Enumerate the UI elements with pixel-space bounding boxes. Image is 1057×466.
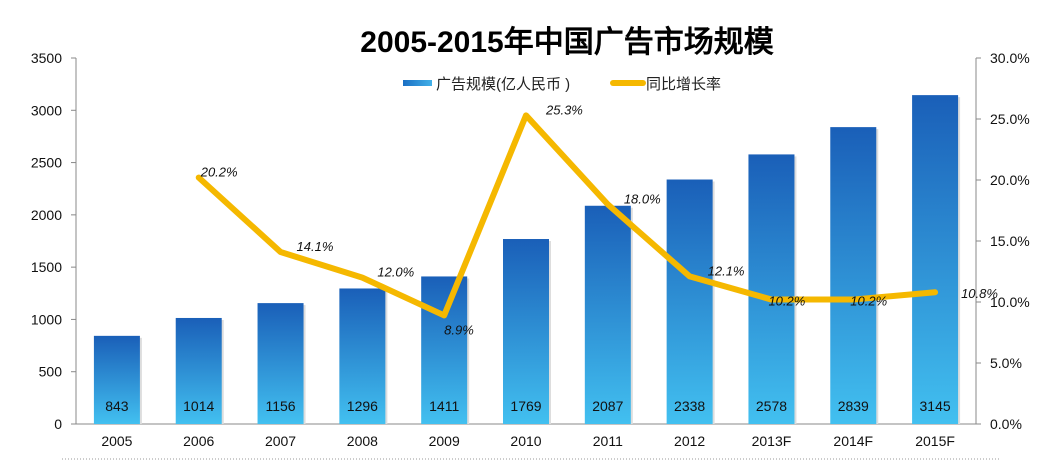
legend-bar-label: 广告规模(亿人民币 ): [436, 76, 570, 93]
x-tick-label: 2011: [593, 433, 623, 449]
x-tick-label: 2005: [101, 433, 132, 449]
bar: [748, 154, 795, 424]
line-data-label: 10.2%: [768, 294, 805, 309]
x-tick-label: 2013F: [752, 433, 792, 449]
left-tick-label: 0: [54, 416, 62, 432]
chart-title: 2005-2015年中国广告市场规模: [360, 25, 773, 59]
bar: [584, 205, 631, 424]
left-tick-label: 2000: [31, 207, 62, 223]
bar: [912, 95, 959, 424]
right-tick-label: 25.0%: [990, 111, 1030, 127]
left-tick-label: 2500: [31, 155, 62, 171]
x-tick-label: 2006: [183, 433, 214, 449]
bar-data-label: 1769: [510, 398, 541, 414]
x-tick-label: 2012: [674, 433, 705, 449]
bar: [666, 179, 713, 424]
x-tick-label: 2010: [510, 433, 541, 449]
bar-data-label: 1014: [183, 398, 214, 414]
line-data-label: 8.9%: [444, 322, 474, 337]
x-tick-label: 2009: [429, 433, 460, 449]
x-tick-label: 2014F: [833, 433, 873, 449]
left-tick-label: 3500: [31, 50, 62, 66]
bar: [503, 239, 549, 424]
left-tick-label: 1000: [31, 311, 62, 327]
bar-data-label: 3145: [920, 398, 951, 414]
bar: [421, 276, 468, 424]
left-tick-label: 500: [39, 364, 63, 380]
bar: [339, 288, 386, 424]
x-tick-label: 2007: [265, 433, 296, 449]
bar: [93, 335, 140, 424]
line-data-label: 10.2%: [850, 294, 887, 309]
line-data-label: 18.0%: [624, 191, 661, 206]
bar: [175, 317, 222, 424]
bar-data-label: 1296: [347, 398, 378, 414]
growth-rate-line: [195, 112, 939, 319]
line-data-label: 20.2%: [200, 165, 238, 180]
bar-data-label: 1411: [429, 398, 459, 414]
left-tick-label: 3000: [31, 102, 62, 118]
x-tick-label: 2008: [347, 433, 378, 449]
bar: [830, 127, 877, 425]
right-tick-label: 5.0%: [990, 355, 1022, 371]
left-tick-label: 1500: [31, 259, 62, 275]
x-tick-label: 2015F: [915, 433, 955, 449]
line-data-label: 25.3%: [545, 102, 583, 117]
legend-line-label: 同比增长率: [646, 76, 721, 93]
line-data-label: 12.0%: [377, 265, 414, 280]
bar-data-label: 2087: [592, 398, 623, 414]
bar-data-label: 2578: [756, 398, 787, 414]
bar: [257, 303, 304, 424]
line-data-label: 14.1%: [297, 239, 334, 254]
right-tick-label: 0.0%: [990, 416, 1022, 432]
right-tick-label: 10.0%: [990, 294, 1030, 310]
bar-data-label: 843: [105, 398, 129, 414]
right-tick-label: 15.0%: [990, 233, 1030, 249]
bar-data-label: 1156: [265, 398, 295, 414]
legend: 广告规模(亿人民币 ) 同比增长率: [403, 76, 721, 93]
bar-data-label: 2839: [838, 398, 869, 414]
right-tick-label: 30.0%: [990, 50, 1030, 66]
line-data-label: 10.8%: [961, 286, 998, 301]
right-tick-label: 20.0%: [990, 172, 1030, 188]
line-data-label: 12.1%: [708, 263, 745, 278]
bar-data-label: 2338: [674, 398, 705, 414]
legend-bar-swatch: [403, 80, 432, 86]
